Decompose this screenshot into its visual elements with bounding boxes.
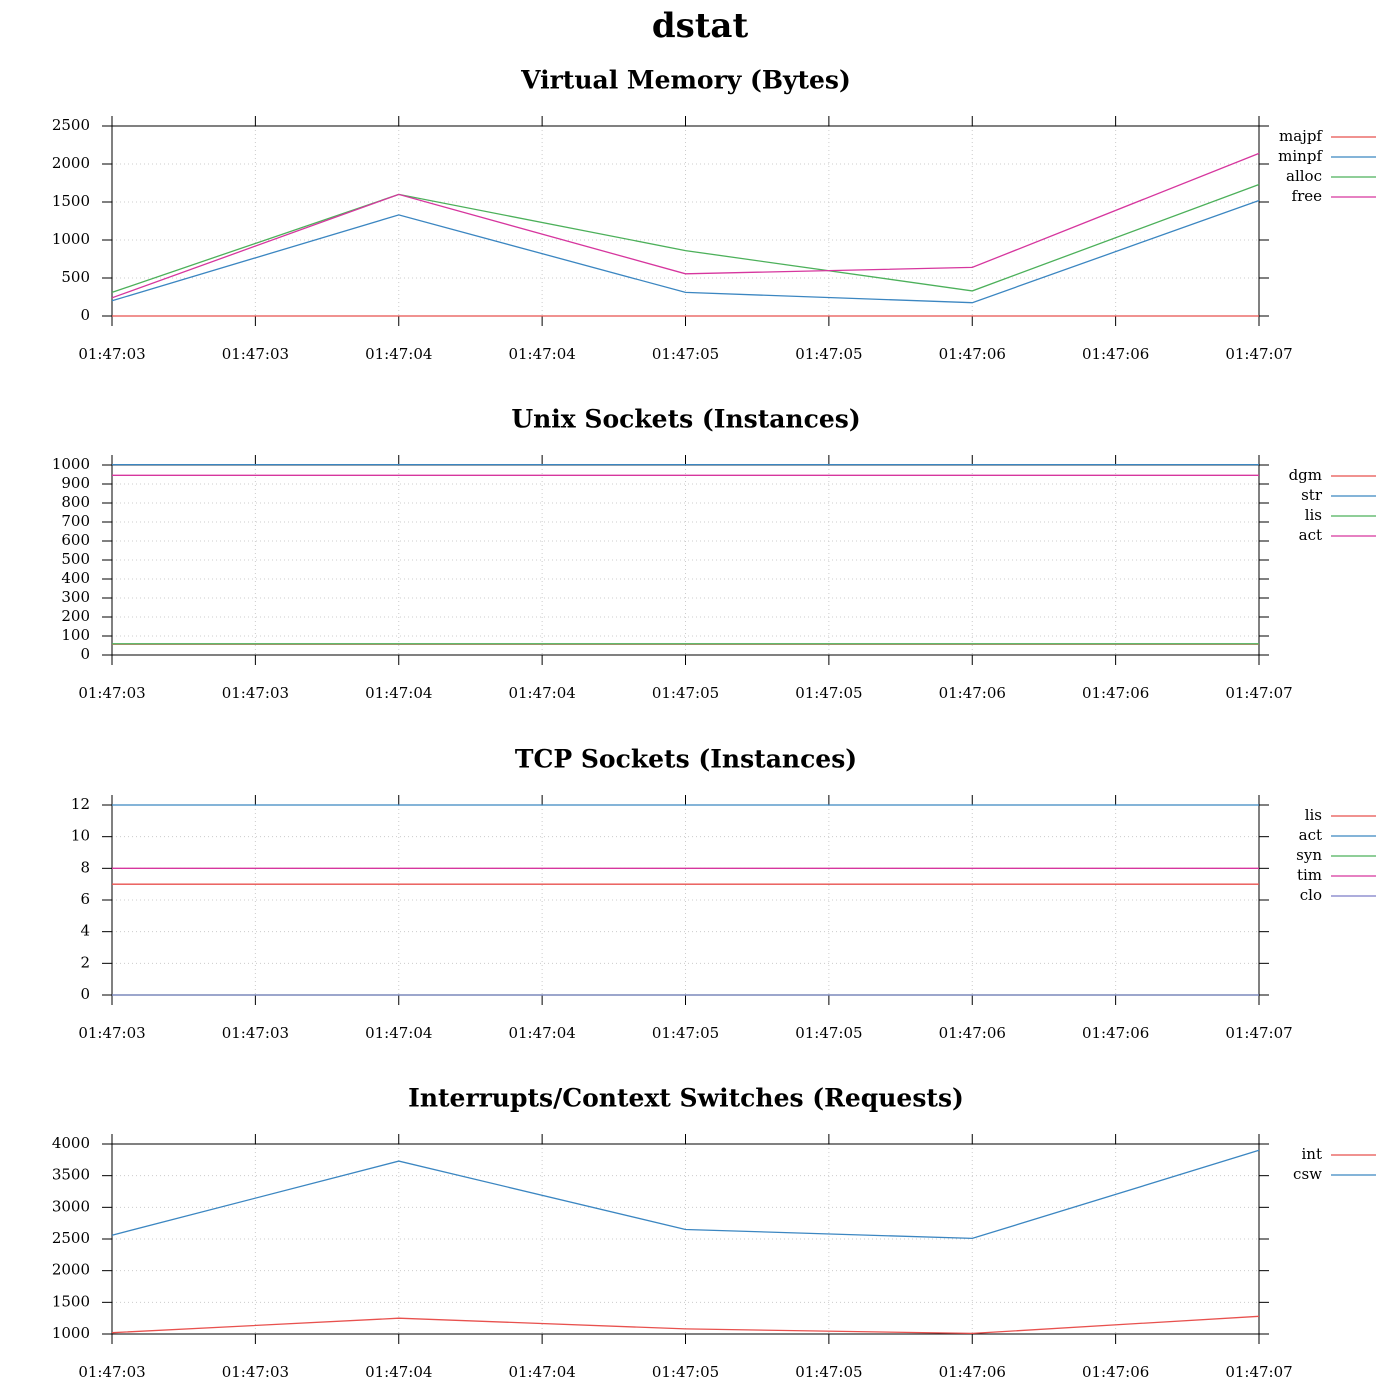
chart-title: Virtual Memory (Bytes) xyxy=(520,66,851,95)
x-tick-label: 01:47:03 xyxy=(222,345,289,363)
series-line-minpf xyxy=(111,199,1260,304)
legend-label: free xyxy=(1292,187,1323,205)
y-tick-label: 0 xyxy=(80,306,90,324)
x-tick-label: 01:47:04 xyxy=(365,1363,432,1381)
x-tick-label: 01:47:07 xyxy=(1225,1024,1292,1042)
x-tick-label: 01:47:04 xyxy=(508,345,575,363)
y-tick-label: 800 xyxy=(61,493,90,511)
page-title: dstat xyxy=(651,6,749,46)
y-tick-label: 400 xyxy=(61,569,90,587)
x-tick-label: 01:47:05 xyxy=(652,1024,719,1042)
x-tick-label: 01:47:05 xyxy=(795,345,862,363)
x-tick-label: 01:47:06 xyxy=(1082,1363,1149,1381)
series-line-csw xyxy=(111,1149,1260,1240)
x-tick-label: 01:47:03 xyxy=(222,1024,289,1042)
y-tick-label: 1500 xyxy=(52,1292,90,1310)
x-tick-label: 01:47:06 xyxy=(939,345,1006,363)
chart-panel-1: Virtual Memory (Bytes) 0 500 1000 1500 2000 25… xyxy=(52,66,1376,363)
y-tick-label: 4000 xyxy=(52,1134,90,1152)
chart-title: TCP Sockets (Instances) xyxy=(515,745,857,774)
y-tick-label: 1000 xyxy=(52,230,90,248)
y-tick-label: 2 xyxy=(80,953,90,971)
series-line-int xyxy=(111,1315,1260,1335)
x-tick-label: 01:47:04 xyxy=(365,684,432,702)
x-tick-label: 01:47:04 xyxy=(365,1024,432,1042)
x-tick-label: 01:47:05 xyxy=(795,1024,862,1042)
x-tick-label: 01:47:06 xyxy=(939,1363,1006,1381)
x-tick-label: 01:47:04 xyxy=(508,1363,575,1381)
legend-label: str xyxy=(1301,486,1323,504)
y-tick-label: 1500 xyxy=(52,192,90,210)
legend-label: dgm xyxy=(1289,466,1322,484)
chart-panel-3: TCP Sockets (Instances) 0 2 4 6 8 10 12 01:47:03… xyxy=(71,745,1376,1042)
y-tick-label: 200 xyxy=(61,607,90,625)
y-tick-label: 0 xyxy=(80,985,90,1003)
y-tick-label: 10 xyxy=(71,827,90,845)
x-tick-label: 01:47:06 xyxy=(939,684,1006,702)
y-tick-label: 12 xyxy=(71,795,90,813)
x-tick-label: 01:47:03 xyxy=(222,684,289,702)
chart-panel-4: Interrupts/Context Switches (Requests) 10… xyxy=(52,1084,1376,1381)
y-tick-label: 8 xyxy=(80,858,90,876)
y-tick-label: 100 xyxy=(61,626,90,644)
legend-label: majpf xyxy=(1279,127,1323,145)
legend-label: csw xyxy=(1293,1165,1322,1183)
x-tick-label: 01:47:03 xyxy=(78,1363,145,1381)
legend-label: clo xyxy=(1300,886,1322,904)
series-line-alloc xyxy=(111,183,1260,294)
legend-label: int xyxy=(1302,1145,1323,1163)
x-tick-label: 01:47:03 xyxy=(222,1363,289,1381)
x-tick-label: 01:47:07 xyxy=(1225,345,1292,363)
y-tick-label: 3000 xyxy=(52,1197,90,1215)
legend-label: alloc xyxy=(1286,167,1322,185)
y-tick-label: 500 xyxy=(61,550,90,568)
x-tick-label: 01:47:03 xyxy=(78,345,145,363)
y-tick-label: 300 xyxy=(61,588,90,606)
x-tick-label: 01:47:07 xyxy=(1225,1363,1292,1381)
legend-label: act xyxy=(1299,526,1322,544)
y-tick-label: 2500 xyxy=(52,1229,90,1247)
x-tick-label: 01:47:05 xyxy=(652,684,719,702)
legend-label: act xyxy=(1299,826,1322,844)
x-tick-label: 01:47:06 xyxy=(1082,684,1149,702)
series-line-free xyxy=(111,152,1260,299)
legend-label: lis xyxy=(1305,806,1322,824)
y-tick-label: 500 xyxy=(61,268,90,286)
x-tick-label: 01:47:06 xyxy=(1082,345,1149,363)
y-tick-label: 3500 xyxy=(52,1166,90,1184)
x-tick-label: 01:47:04 xyxy=(508,1024,575,1042)
legend-label: minpf xyxy=(1278,147,1323,165)
y-tick-label: 2000 xyxy=(52,154,90,172)
x-tick-label: 01:47:05 xyxy=(795,1363,862,1381)
chart-title: Interrupts/Context Switches (Requests) xyxy=(408,1084,964,1113)
legend-label: syn xyxy=(1296,846,1322,864)
y-tick-label: 900 xyxy=(61,474,90,492)
y-tick-label: 600 xyxy=(61,531,90,549)
y-tick-label: 2500 xyxy=(52,116,90,134)
x-tick-label: 01:47:03 xyxy=(78,1024,145,1042)
chart-panel-2: Unix Sockets (Instances) 0100200300400500… xyxy=(52,405,1376,702)
y-tick-label: 6 xyxy=(80,890,90,908)
x-tick-label: 01:47:04 xyxy=(508,684,575,702)
x-tick-label: 01:47:04 xyxy=(365,345,432,363)
x-tick-label: 01:47:06 xyxy=(1082,1024,1149,1042)
y-tick-label: 700 xyxy=(61,512,90,530)
y-tick-label: 1000 xyxy=(52,455,90,473)
x-tick-label: 01:47:03 xyxy=(78,684,145,702)
y-tick-label: 4 xyxy=(80,922,90,940)
y-tick-label: 0 xyxy=(80,645,90,663)
x-tick-label: 01:47:05 xyxy=(652,1363,719,1381)
x-tick-label: 01:47:07 xyxy=(1225,684,1292,702)
x-tick-label: 01:47:05 xyxy=(795,684,862,702)
legend-label: lis xyxy=(1305,506,1322,524)
x-tick-label: 01:47:06 xyxy=(939,1024,1006,1042)
chart-title: Unix Sockets (Instances) xyxy=(511,405,860,434)
y-tick-label: 2000 xyxy=(52,1261,90,1279)
legend-label: tim xyxy=(1297,866,1322,884)
y-tick-label: 1000 xyxy=(52,1324,90,1342)
x-tick-label: 01:47:05 xyxy=(652,345,719,363)
